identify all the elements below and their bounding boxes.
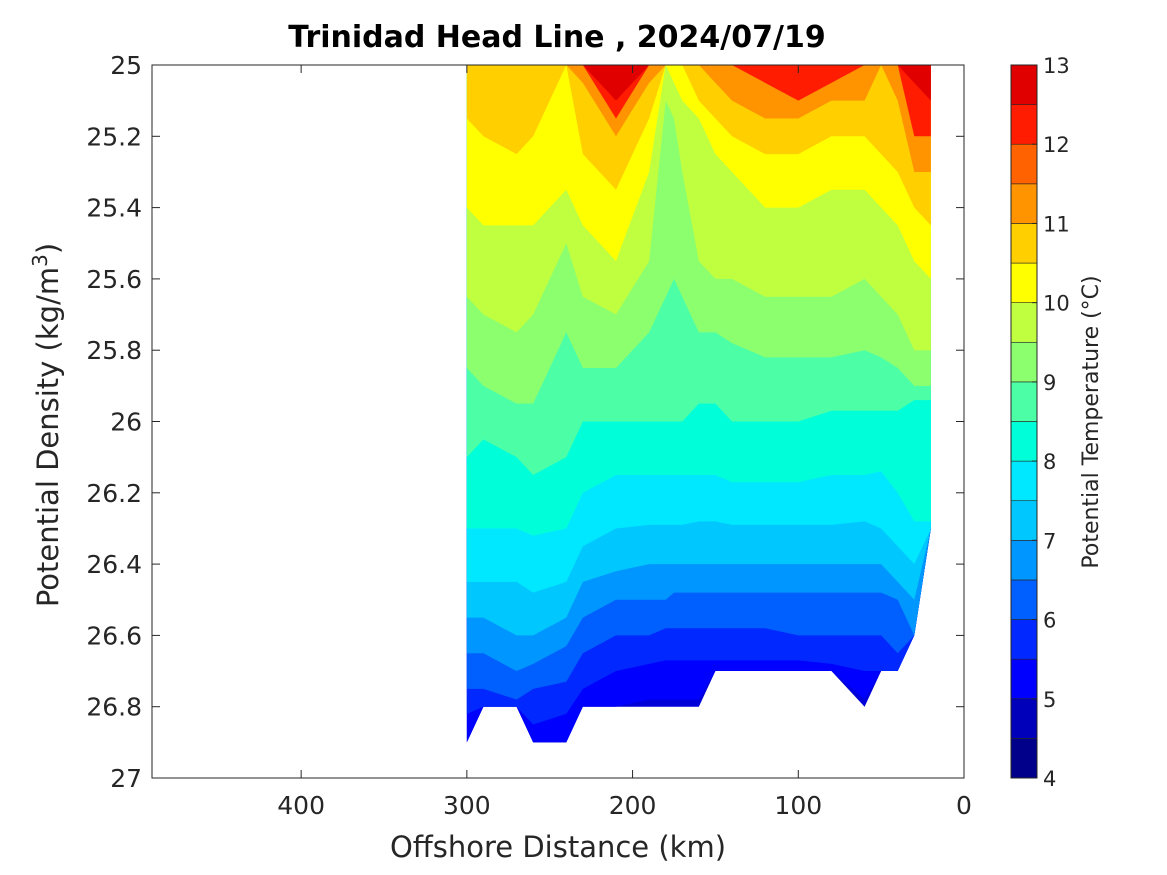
y-tick-label: 27 (110, 764, 142, 793)
colorbar-swatch (1010, 183, 1038, 224)
y-axis: 25 25.2 25.4 25.6 25.8 26 26.2 26.4 26.6 26.8 27 (86, 51, 964, 793)
y-tick-label: 26.6 (86, 621, 142, 650)
colorbar: 4 5 6 7 8 9 10 11 12 13 (1010, 54, 1070, 791)
y-tick-label: 25.8 (86, 336, 142, 365)
colorbar-swatch (1010, 698, 1038, 739)
colorbar-tick-label: 11 (1043, 212, 1070, 236)
colorbar-swatch (1010, 143, 1038, 185)
y-tick-label: 26.4 (86, 550, 142, 579)
colorbar-swatch (1010, 302, 1038, 343)
colorbar-swatch (1010, 619, 1038, 660)
x-tick-label: 300 (443, 791, 491, 820)
colorbar-swatch (1010, 738, 1038, 779)
colorbar-swatch (1010, 540, 1038, 581)
contour-plot-area (466, 65, 931, 743)
x-tick-label: 0 (956, 791, 972, 820)
chart-title: Trinidad Head Line , 2024/07/19 (288, 20, 825, 55)
y-tick-label: 26 (110, 408, 142, 437)
y-tick-label: 26.2 (86, 479, 142, 508)
colorbar-swatch (1010, 658, 1038, 700)
colorbar-swatch (1010, 381, 1038, 422)
colorbar-swatch (1010, 262, 1038, 303)
colorbar-tick-label: 13 (1043, 54, 1070, 78)
colorbar-frame (1010, 64, 1038, 779)
colorbar-swatch (1010, 223, 1038, 264)
colorbar-swatch (1010, 341, 1038, 383)
colorbar-tick-label: 12 (1043, 133, 1070, 157)
y-axis-label-superscript: 3 (28, 254, 52, 267)
colorbar-swatch (1010, 460, 1038, 502)
y-tick-label: 26.8 (86, 693, 142, 722)
colorbar-tick-label: 5 (1043, 688, 1056, 712)
colorbar-tick-label: 10 (1043, 292, 1070, 316)
contour-band-12 (466, 65, 931, 137)
colorbar-tick-label: 6 (1043, 609, 1056, 633)
y-axis-label: Potential Density (kg/m3) (28, 243, 65, 607)
x-axis: 400 300 200 100 0 (277, 65, 972, 820)
y-tick-label: 25.2 (86, 122, 142, 151)
colorbar-swatch (1010, 421, 1038, 462)
x-axis-label: Offshore Distance (km) (390, 830, 726, 864)
colorbar-swatch (1010, 500, 1038, 541)
x-tick-label: 200 (609, 791, 657, 820)
x-tick-label: 400 (277, 791, 325, 820)
colorbar-tick-label: 7 (1043, 529, 1056, 553)
y-axis-label-main: Potential Density (kg/m (31, 267, 65, 607)
colorbar-tick-label: 9 (1043, 371, 1056, 395)
colorbar-label: Potential Temperature (°C) (1079, 275, 1104, 568)
colorbar-swatch (1010, 579, 1038, 620)
x-tick-label: 100 (774, 791, 822, 820)
y-tick-label: 25 (110, 51, 142, 80)
colorbar-tick-label: 8 (1043, 450, 1056, 474)
colorbar-tick-label: 4 (1043, 767, 1056, 791)
y-tick-label: 25.4 (86, 194, 142, 223)
colorbar-swatch (1010, 104, 1038, 145)
y-axis-label-close: ) (31, 243, 65, 254)
colorbar-swatch (1010, 64, 1038, 105)
y-tick-label: 25.6 (86, 265, 142, 294)
